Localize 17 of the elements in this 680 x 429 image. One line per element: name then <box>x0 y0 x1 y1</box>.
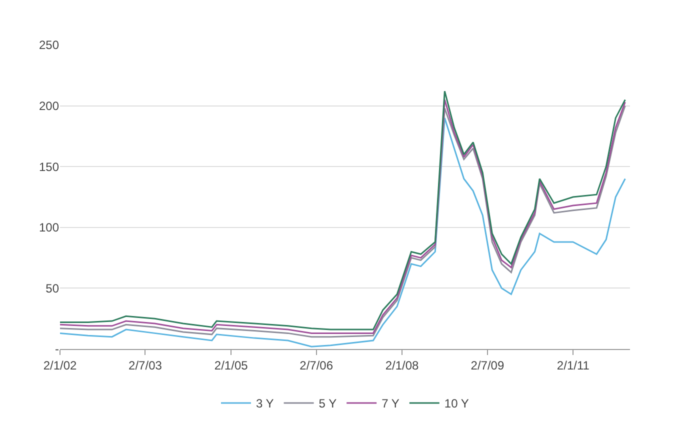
x-tick-label: 2/7/06 <box>300 358 334 372</box>
y-tick-label: 100 <box>38 220 60 235</box>
y-tick-label: 150 <box>38 160 60 174</box>
x-tick-label: 2/1/02 <box>43 358 77 372</box>
x-tick-label: 2/7/09 <box>470 358 504 372</box>
y-tick-label: 200 <box>38 99 60 113</box>
legend-label: 10 Y <box>444 396 469 411</box>
x-tick-label: 2/1/05 <box>214 358 248 372</box>
legend-label: 3 Y <box>256 396 274 411</box>
x-tick-label: 2/1/11 <box>556 358 590 372</box>
y-tick-label: 250 <box>38 38 60 52</box>
y-tick-label: 50 <box>46 281 60 296</box>
legend-label: 5 Y <box>318 396 337 411</box>
legend-label: 7 Y <box>382 396 400 411</box>
y-tick-label: - <box>55 342 59 356</box>
x-tick-label: 2/1/08 <box>385 358 420 372</box>
x-tick-label: 2/7/03 <box>128 358 162 372</box>
